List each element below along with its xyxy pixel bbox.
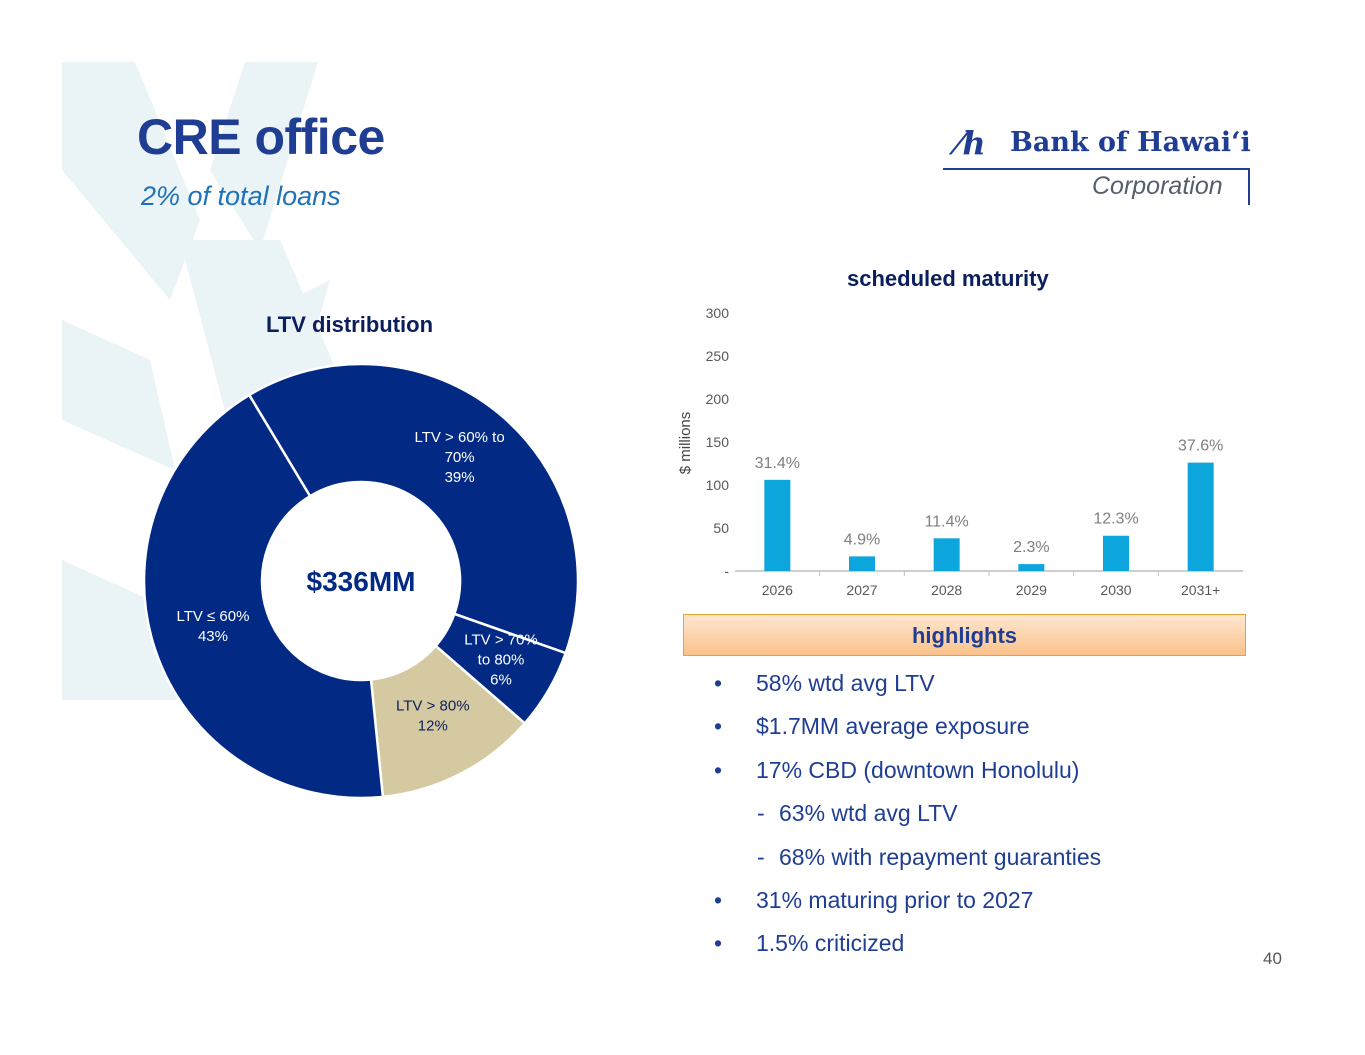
highlight-item: • 58% wtd avg LTV bbox=[714, 670, 935, 697]
logo-corporation: Corporation bbox=[1092, 172, 1223, 200]
donut-slice-label: LTV ≤ 60% 43% bbox=[176, 608, 249, 645]
highlight-item: • 1.5% criticized bbox=[714, 930, 904, 957]
bar-data-label: 11.4% bbox=[925, 513, 969, 530]
y-tick-label: 50 bbox=[713, 520, 729, 536]
bullet-marker: • bbox=[714, 670, 723, 696]
x-tick-label: 2030 bbox=[1100, 582, 1131, 598]
x-tick-label: 2029 bbox=[1016, 582, 1047, 598]
y-axis-label: $ millions bbox=[677, 412, 694, 475]
donut-slice-label: LTV > 70% to 80% 6% bbox=[464, 631, 538, 688]
y-tick-label: 250 bbox=[706, 348, 730, 364]
highlight-text: 31% maturing prior to 2027 bbox=[756, 887, 1034, 913]
donut-slice-label: LTV > 80% 12% bbox=[396, 697, 470, 734]
bar-2030 bbox=[1103, 535, 1129, 571]
x-tick-label: 2031+ bbox=[1181, 582, 1220, 598]
x-tick-label: 2027 bbox=[846, 582, 877, 598]
highlight-item: -63% wtd avg LTV bbox=[757, 800, 958, 827]
highlight-text: 1.5% criticized bbox=[756, 930, 905, 956]
page-number: 40 bbox=[1263, 949, 1282, 968]
highlight-text: 58% wtd avg LTV bbox=[756, 670, 935, 696]
bar-2031+ bbox=[1187, 462, 1214, 571]
y-tick-label: 300 bbox=[706, 305, 730, 321]
donut-center-label: $336MM bbox=[307, 566, 416, 597]
maturity-bar-chart: - 50 100 150 200 250 300 2026 2027 2028 2029 2030 20… bbox=[677, 305, 1243, 598]
ltv-donut-chart: LTV > 60% to 70% 39% LTV > 70% to 80% 6% LTV >… bbox=[142, 362, 580, 800]
highlight-item: -68% with repayment guaranties bbox=[757, 844, 1101, 871]
logo-divider-vertical bbox=[1248, 168, 1250, 205]
bar-data-label: 31.4% bbox=[755, 455, 800, 472]
bar-data-label: 4.9% bbox=[844, 531, 880, 548]
bullet-marker: • bbox=[714, 887, 723, 913]
bullet-marker: - bbox=[757, 800, 765, 826]
donut-chart-title: LTV distribution bbox=[266, 312, 434, 337]
highlight-item: • 17% CBD (downtown Honolulu) bbox=[714, 757, 1079, 784]
y-tick-label: - bbox=[724, 563, 729, 579]
bar-data-label: 12.3% bbox=[1093, 511, 1138, 528]
y-tick-label: 150 bbox=[706, 434, 730, 450]
page-title: CRE office bbox=[137, 109, 385, 165]
bullet-marker: - bbox=[757, 844, 765, 870]
logo-divider bbox=[943, 168, 1248, 170]
bar-data-label: 37.6% bbox=[1178, 438, 1223, 455]
bullet-marker: • bbox=[714, 757, 723, 783]
highlight-item: • $1.7MM average exposure bbox=[714, 713, 1030, 740]
donut-slice bbox=[247, 362, 580, 655]
y-tick-label: 100 bbox=[706, 477, 730, 493]
bar-2026 bbox=[764, 479, 791, 571]
bar-data-label: 2.3% bbox=[1013, 539, 1049, 556]
highlight-text: $1.7MM average exposure bbox=[756, 713, 1030, 739]
bullet-marker: • bbox=[714, 713, 723, 739]
highlights-header: highlights bbox=[683, 614, 1246, 656]
background-watermark bbox=[62, 62, 345, 700]
bar-2027 bbox=[849, 556, 875, 571]
logo-mark: ⁄h bbox=[957, 124, 986, 162]
logo-brand: Bank of Hawaiʻi bbox=[1010, 127, 1251, 158]
page-subtitle: 2% of total loans bbox=[141, 181, 341, 211]
bar-2028 bbox=[933, 538, 960, 571]
bar-chart-title: scheduled maturity bbox=[847, 266, 1049, 291]
bar-2029 bbox=[1018, 564, 1045, 571]
donut-slice bbox=[142, 393, 385, 800]
highlight-text: 63% wtd avg LTV bbox=[779, 800, 958, 826]
highlight-text: 17% CBD (downtown Honolulu) bbox=[756, 757, 1080, 783]
highlight-item: • 31% maturing prior to 2027 bbox=[714, 887, 1033, 914]
donut-slice-label: LTV > 60% to 70% 39% bbox=[414, 429, 504, 486]
highlight-text: 68% with repayment guaranties bbox=[779, 844, 1102, 870]
x-tick-label: 2026 bbox=[762, 582, 793, 598]
y-tick-label: 200 bbox=[706, 391, 730, 407]
bullet-marker: • bbox=[714, 930, 723, 956]
x-tick-label: 2028 bbox=[931, 582, 962, 598]
